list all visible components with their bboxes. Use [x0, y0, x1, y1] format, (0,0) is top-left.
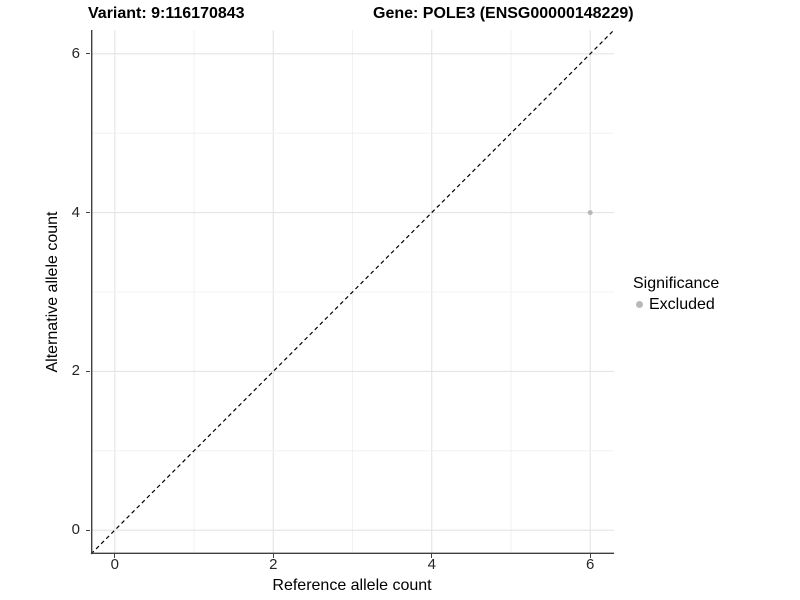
- x-tick-label-4: 4: [427, 556, 436, 573]
- y-tick-mark-4: [86, 212, 90, 214]
- y-tick-mark-0: [86, 529, 90, 531]
- y-axis-title: Alternative allele count: [44, 211, 61, 373]
- x-tick-label-6: 6: [586, 556, 595, 573]
- legend-item-label: Excluded: [649, 296, 715, 313]
- y-tick-label-2: 2: [71, 362, 80, 380]
- y-tick-label-0: 0: [71, 521, 80, 539]
- x-tick-mark-6: [589, 554, 591, 558]
- plot-canvas: [90, 29, 615, 555]
- x-tick-label-2: 2: [269, 556, 278, 573]
- y-tick-mark-2: [86, 370, 90, 372]
- plot-title-variant: Variant: 9:116170843: [88, 5, 245, 22]
- x-axis-title: Reference allele count: [272, 577, 432, 594]
- legend-item-excluded: Excluded: [630, 295, 719, 314]
- x-tick-mark-4: [431, 554, 433, 558]
- plot-panel: [90, 29, 615, 555]
- legend-title: Significance: [633, 275, 720, 292]
- data-point-0: [587, 210, 593, 216]
- x-tick-mark-0: [114, 554, 116, 558]
- y-tick-label-4: 4: [71, 203, 80, 221]
- identity-line: [90, 29, 615, 555]
- legend: Significance Excluded: [630, 274, 719, 314]
- legend-key-dot: [636, 301, 643, 308]
- x-tick-label-0: 0: [110, 556, 119, 573]
- y-tick-label-6: 6: [71, 44, 80, 62]
- y-tick-mark-6: [86, 53, 90, 55]
- plot-title-gene: Gene: POLE3 (ENSG00000148229): [373, 5, 634, 22]
- x-tick-mark-2: [272, 554, 274, 558]
